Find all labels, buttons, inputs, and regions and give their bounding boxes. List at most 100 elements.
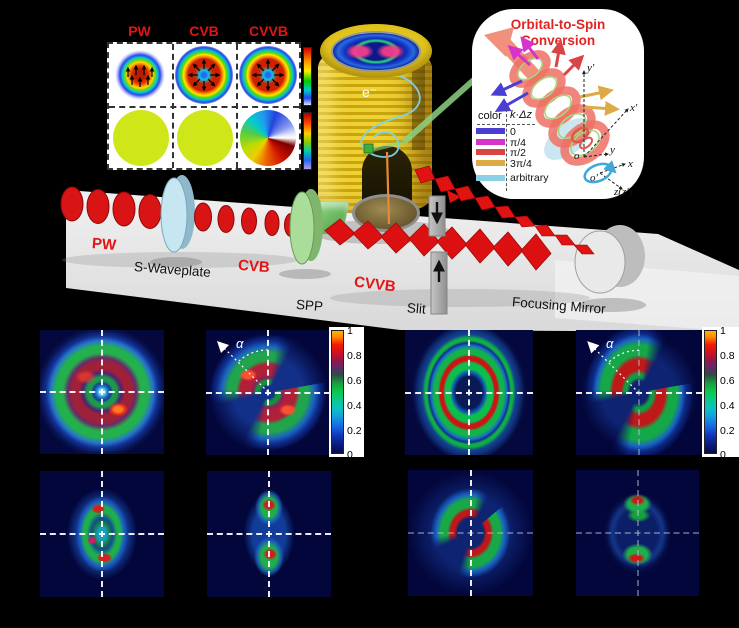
green-laser-beam-tail (371, 140, 405, 152)
alpha-label: α (606, 336, 614, 351)
legend-label-pi4: π/4 (510, 136, 527, 149)
panel-a-intensity-colorbar (303, 47, 312, 106)
panel-a-col-label-pw: PW (128, 23, 151, 39)
label-pw: PW (91, 235, 117, 254)
axis-label-x-prime: x' (629, 102, 638, 114)
orange-fiber (385, 151, 391, 225)
label-cvb: CVB (237, 256, 271, 277)
panel-a-col-label-cvb: CVB (189, 23, 219, 39)
axes-lines (582, 70, 629, 190)
colorbar-tick: 1 (720, 325, 726, 337)
cvvb-phase-profile (240, 110, 296, 166)
colorbar-tick: 0.6 (720, 375, 735, 387)
k-vector-arrows (490, 36, 620, 116)
focused-helix-beam (414, 165, 595, 255)
heatmap-exp-cvvb-sliced: α (206, 330, 330, 455)
heatmap-sim-focused-sliced (576, 470, 699, 596)
pw-phase-profile (113, 110, 169, 166)
panel-a-phase-colorbar (303, 112, 312, 170)
colorbar-gradient (331, 330, 344, 454)
pw-pulse-train (60, 186, 162, 229)
origin-label-o-prime: o' (590, 172, 599, 184)
crosshair-v (267, 330, 269, 455)
axis-label-y-prime: y' (586, 62, 595, 74)
colorbar-left: 1 0.8 0.6 0.4 0.2 0 (329, 325, 364, 461)
colorbar-tick: 0 (347, 449, 353, 461)
axis-label-z: z(z') (613, 186, 633, 198)
heatmap-exp-cvvb-full (40, 330, 164, 454)
red-beam-arrow (447, 190, 461, 203)
crosshair-v (636, 470, 639, 596)
alpha-angle-annotation (587, 341, 640, 394)
green-cube (363, 143, 374, 154)
colorbar-tick: 0.2 (720, 425, 735, 437)
heatmap-sim-cvvb-full (405, 330, 533, 455)
colorbar-tick: 0.2 (347, 425, 362, 437)
origin-label-o: o (574, 150, 580, 162)
cvb-polarization-arrows (187, 58, 221, 92)
panel-a-grid (107, 42, 301, 170)
colorbar-tick: 0 (720, 449, 726, 461)
label-spp: SPP (295, 296, 324, 315)
legend-swatch-pi2 (476, 149, 505, 155)
cvb-phase-profile (177, 110, 233, 166)
legend-swatch-3pi4 (476, 159, 505, 166)
legend-header-color: color (478, 110, 502, 122)
heatmap-exp-focused-full (40, 471, 164, 597)
legend-label-arbitrary: arbitrary (510, 172, 549, 184)
spin-circulation-arrow (603, 160, 617, 174)
colorbar-tick: 1 (347, 325, 353, 337)
cvb-pulse-train (194, 202, 298, 237)
heatmap-exp-focused-sliced (207, 471, 331, 597)
legend-divider-v (506, 109, 507, 191)
slit-lower-blade (430, 251, 448, 315)
helix-drawing: y' x' y x z(z') o o' (484, 27, 638, 198)
spp-plate (289, 191, 315, 265)
spin-circulation-ring (583, 162, 613, 184)
pw-intensity-profile (115, 50, 165, 100)
legend-label-0: 0 (510, 126, 516, 138)
crosshair-v (101, 330, 103, 454)
alpha-angle-annotation (217, 341, 269, 393)
cvb-intensity-profile (175, 46, 233, 104)
crosshair-v (268, 471, 270, 597)
colorbar-tick: 0.4 (720, 400, 735, 412)
green-laser-beam (402, 67, 487, 145)
focusing-mirror-face (574, 230, 626, 294)
legend-swatch-0 (476, 128, 505, 134)
big-red-arrow-head (484, 27, 514, 57)
crosshair-v (468, 330, 470, 455)
cvvb-intensity-profile (239, 46, 297, 104)
electron-label: e⁻ (362, 84, 378, 100)
grid-divider (109, 106, 299, 108)
alpha-label: α (236, 336, 244, 351)
pw-polarization-arrows (125, 64, 155, 87)
label-slit: Slit (406, 300, 427, 317)
legend-swatch-pi4 (476, 138, 505, 145)
legend-swatch-arbitrary (476, 175, 505, 181)
legend-label-3pi4: 3π/4 (510, 157, 532, 170)
orbital-to-spin-panel: Orbital-to-Spin Conversion (472, 9, 644, 199)
colorbar-tick: 0.8 (720, 350, 735, 362)
crosshair-v (101, 471, 103, 597)
colorbar-tick: 0.4 (347, 400, 362, 412)
colorbar-right: 1 0.8 0.6 0.4 0.2 0 (702, 325, 739, 461)
legend-label-pi2: π/2 (510, 147, 527, 159)
s-waveplate-lens (160, 177, 188, 253)
colorbar-tick: 0.6 (347, 375, 362, 387)
cvvb-polarization-arrows (251, 58, 285, 92)
colorbar-tick: 0.8 (347, 350, 362, 362)
panel-c-title-line1: Orbital-to-Spin (510, 17, 606, 32)
heatmap-sim-cvvb-sliced: α (576, 330, 702, 455)
crosshair-h (576, 532, 699, 534)
colorbar-gradient (704, 330, 717, 454)
crosshair-v (469, 470, 472, 596)
detector-screen-pattern (331, 31, 421, 72)
heatmap-sim-focused-full (408, 470, 533, 596)
legend-header-kdz: k·Δz (510, 109, 533, 121)
panel-a-col-label-cvvb: CVVB (249, 23, 288, 39)
axis-label-x: x (627, 158, 633, 170)
axis-label-y: y (609, 144, 615, 156)
